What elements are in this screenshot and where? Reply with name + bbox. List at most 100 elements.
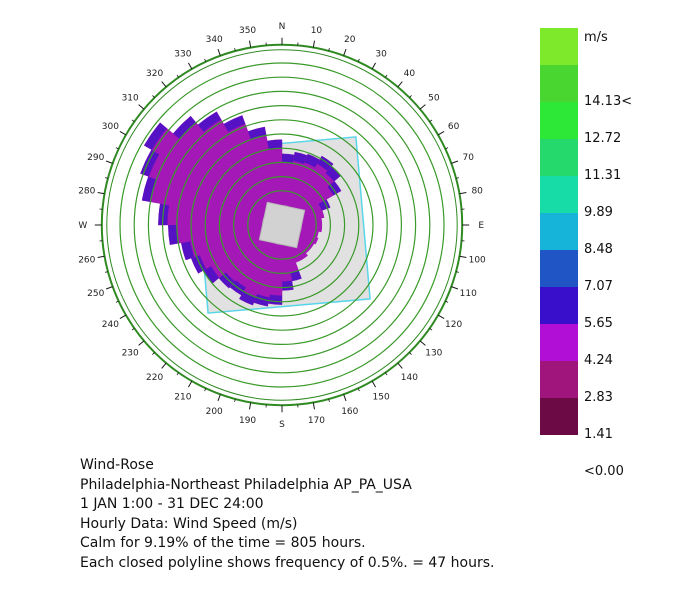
direction-label: N bbox=[279, 22, 286, 32]
legend-label: 4.24 bbox=[584, 353, 613, 368]
rose-sector-edge bbox=[142, 176, 157, 202]
direction-label: 340 bbox=[206, 35, 223, 45]
direction-tick bbox=[459, 192, 467, 195]
legend-label: 1.41 bbox=[584, 427, 613, 442]
direction-tick bbox=[105, 286, 113, 290]
legend-swatch bbox=[540, 139, 578, 176]
direction-tick bbox=[419, 104, 426, 110]
direction-label: 330 bbox=[174, 49, 191, 59]
legend-label: 9.89 bbox=[584, 205, 613, 220]
direction-minor-tick bbox=[409, 352, 412, 355]
direction-tick bbox=[217, 394, 221, 402]
legend-label: 11.31 bbox=[584, 168, 622, 183]
legend-swatch bbox=[540, 250, 578, 287]
direction-label: 80 bbox=[471, 187, 483, 197]
rose-sector bbox=[298, 231, 319, 245]
direction-label: 170 bbox=[308, 416, 325, 426]
direction-label: 110 bbox=[460, 289, 477, 299]
direction-label: S bbox=[279, 420, 285, 430]
caption-data-type: Hourly Data: Wind Speed (m/s) bbox=[80, 515, 298, 532]
direction-minor-tick bbox=[131, 328, 135, 331]
direction-tick bbox=[312, 402, 315, 410]
direction-label: 230 bbox=[122, 348, 139, 358]
direction-tick bbox=[451, 160, 459, 164]
caption-polyline-note: Each closed polyline shows frequency of … bbox=[80, 554, 495, 571]
direction-label: 150 bbox=[373, 393, 390, 403]
legend-swatch bbox=[540, 324, 578, 361]
direction-tick bbox=[371, 62, 377, 70]
direction-label: E bbox=[478, 221, 484, 231]
direction-label: 70 bbox=[463, 153, 475, 163]
direction-label: 50 bbox=[428, 94, 440, 104]
direction-tick bbox=[187, 62, 193, 70]
legend-label: 5.65 bbox=[584, 316, 613, 331]
direction-minor-tick bbox=[131, 119, 135, 122]
direction-tick bbox=[105, 160, 113, 164]
chart-caption: Wind-Rose Philadelphia-Northeast Philade… bbox=[80, 456, 494, 573]
frequency-ring bbox=[190, 133, 374, 317]
direction-minor-tick bbox=[115, 147, 119, 150]
direction-minor-tick bbox=[385, 372, 388, 376]
caption-location: Philadelphia-Northeast Philadelphia AP_P… bbox=[80, 476, 412, 493]
rose-sector bbox=[301, 224, 323, 233]
frequency-ring bbox=[233, 176, 332, 275]
legend-swatch bbox=[540, 398, 578, 435]
direction-minor-tick bbox=[104, 177, 109, 179]
direction-minor-tick bbox=[429, 119, 433, 122]
direction-label: 60 bbox=[448, 122, 460, 132]
direction-tick bbox=[343, 394, 347, 402]
rose-sector-edge bbox=[239, 291, 256, 306]
rose-sector-edge bbox=[181, 241, 195, 261]
legend-swatch bbox=[540, 361, 578, 398]
direction-minor-tick bbox=[385, 74, 388, 78]
direction-label: 10 bbox=[311, 26, 323, 36]
frequency-ring bbox=[133, 76, 431, 374]
direction-tick bbox=[97, 192, 105, 195]
direction-label: 290 bbox=[87, 153, 104, 163]
direction-minor-tick bbox=[357, 58, 360, 62]
direction-label-layer: N 10 20 30 40 50 60 70 80 E 100 110 120 130 140 150 160 1… bbox=[78, 22, 486, 430]
frequency-ring bbox=[204, 147, 360, 303]
rose-sector-edge bbox=[267, 139, 282, 150]
legend-swatch bbox=[540, 65, 578, 102]
direction-label: 220 bbox=[146, 373, 163, 383]
caption-calm: Calm for 9.19% of the time = 805 hours. bbox=[80, 535, 366, 551]
rose-sector-edge bbox=[290, 270, 302, 282]
direction-minor-tick bbox=[152, 95, 155, 98]
direction-label: 130 bbox=[425, 348, 442, 358]
rose-sector-edge bbox=[304, 154, 320, 168]
direction-label: 210 bbox=[174, 393, 191, 403]
direction-tick bbox=[187, 380, 193, 388]
direction-label: 120 bbox=[445, 320, 462, 330]
frequency-ring bbox=[147, 90, 417, 360]
direction-label: W bbox=[78, 221, 87, 231]
direction-label: 190 bbox=[239, 416, 256, 426]
direction-minor-tick bbox=[357, 388, 360, 392]
direction-tick bbox=[119, 314, 127, 320]
direction-label: 20 bbox=[344, 35, 356, 45]
direction-tick bbox=[161, 362, 167, 369]
caption-period: 1 JAN 1:00 - 31 DEC 24:00 bbox=[80, 496, 264, 512]
direction-tick bbox=[249, 402, 252, 410]
direction-tick bbox=[343, 48, 347, 56]
direction-label: 250 bbox=[87, 289, 104, 299]
direction-tick bbox=[371, 380, 377, 388]
outer-ring-inner bbox=[106, 49, 458, 401]
direction-tick bbox=[451, 286, 459, 290]
rose-sector-edge bbox=[253, 294, 270, 307]
direction-tick bbox=[437, 130, 445, 136]
direction-tick bbox=[97, 255, 105, 258]
legend-swatch bbox=[540, 28, 578, 65]
direction-tick bbox=[459, 255, 467, 258]
legend-swatch bbox=[540, 102, 578, 139]
rose-sector-edge bbox=[144, 122, 167, 150]
direction-minor-tick bbox=[455, 271, 460, 273]
legend-swatch bbox=[540, 213, 578, 250]
frequency-ring bbox=[247, 190, 317, 260]
legend-label: 8.48 bbox=[584, 242, 613, 257]
rose-sector-edge bbox=[282, 153, 295, 164]
direction-label: 140 bbox=[401, 373, 418, 383]
direction-minor-tick bbox=[176, 372, 179, 376]
rose-sector-edge bbox=[293, 152, 308, 164]
direction-minor-tick bbox=[234, 398, 236, 403]
